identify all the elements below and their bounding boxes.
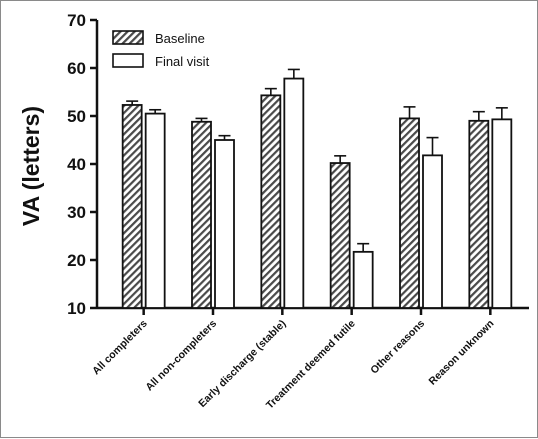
y-tick-label: 40 [67, 155, 86, 174]
x-tick-label: All completers [90, 318, 150, 378]
legend-swatch-final-visit [112, 53, 144, 68]
legend-swatch-baseline [112, 30, 144, 45]
y-tick-label: 70 [67, 11, 86, 30]
legend: Baseline Final visit [112, 30, 210, 69]
legend-label-final-visit: Final visit [155, 54, 210, 69]
bar-final-visit [144, 112, 166, 309]
y-tick-label: 30 [67, 203, 86, 222]
y-axis-title: VA (letters) [18, 106, 44, 226]
bar-final-visit [422, 154, 443, 309]
y-tick-label: 10 [67, 299, 86, 318]
bar-baseline [468, 119, 490, 309]
bars [121, 68, 513, 309]
y-tick-label: 50 [67, 107, 86, 126]
bar-baseline [260, 94, 282, 309]
bar-baseline [399, 117, 420, 309]
bar-final-visit [352, 250, 374, 309]
legend-label-baseline: Baseline [155, 31, 205, 46]
bar-baseline [329, 162, 351, 309]
bar-final-visit [491, 118, 513, 309]
bar-final-visit [214, 139, 235, 309]
bar-final-visit [283, 77, 305, 309]
x-tick-label: Other reasons [368, 318, 427, 377]
x-tick-label: Reason unknown [426, 318, 496, 388]
y-tick-label: 60 [67, 59, 86, 78]
bar-baseline [121, 104, 143, 309]
y-tick-label: 20 [67, 251, 86, 270]
bar-baseline [191, 120, 212, 309]
x-tick-label: All non-completers [143, 318, 219, 394]
